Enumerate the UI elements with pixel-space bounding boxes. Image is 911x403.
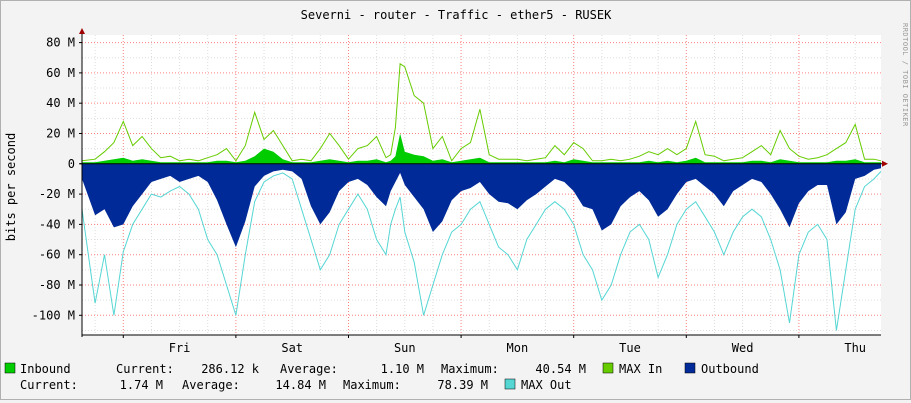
y-tick-label: 40 M [46,96,75,110]
legend-out-current-value: 1.74 M [120,378,163,392]
plot-area [82,35,881,335]
x-tick-label: Mon [507,341,529,355]
legend-max-in-label: MAX In [619,362,662,376]
x-tick-label: Sat [281,341,303,355]
x-tick-label: Tue [619,341,641,355]
legend-swatch-outbound [684,362,696,374]
legend-out-average-label: Average: [182,378,240,392]
legend-max-out-label: MAX Out [521,378,572,392]
x-tick-label: Sun [394,341,416,355]
x-tick-labels: Fri Sat Sun Mon Tue Wed Thu [122,335,866,355]
x-tick-label: Fri [169,341,191,355]
axes [79,28,888,337]
legend-in-current-value: 286.12 k [201,362,260,376]
x-tick-label: Thu [844,341,866,355]
y-tick-label: 0 [68,157,75,171]
y-tick-label: -80 M [39,278,75,292]
legend-in-average-value: 1.10 M [381,362,424,376]
y-axis-label: bits per second [4,133,18,241]
y-tick-label: -100 M [32,308,75,322]
y-tick-label: -20 M [39,187,75,201]
y-tick-label: -40 M [39,217,75,231]
legend-swatch-max-out [504,378,516,390]
legend-out-maximum-value: 78.39 M [437,378,488,392]
legend-in-current-label: Current: [116,362,174,376]
y-tick-labels: 80 M 60 M 40 M 20 M 0 -20 M -40 M -60 M -80 M -10… [32,36,82,322]
legend-in-average-label: Average: [280,362,338,376]
legend-inbound-label: Inbound [20,362,71,376]
legend-out-maximum-label: Maximum: [343,378,401,392]
y-tick-label: 80 M [46,36,75,50]
legend-outbound-label: Outbound [701,362,759,376]
x-axis-arrow [882,160,888,167]
y-axis-arrow [79,28,85,34]
y-tick-label: -60 M [39,248,75,262]
legend-in-maximum-value: 40.54 M [535,362,586,376]
legend-out-average-value: 14.84 M [275,378,326,392]
series-outbound-area [82,163,881,248]
series-max-out-line [81,171,882,331]
legend-out-current-label: Current: [20,378,78,392]
legend-in-maximum-label: Maximum: [441,362,499,376]
legend-swatch-max-in [602,362,614,374]
legend-swatch-inbound [4,362,16,374]
y-tick-label: 20 M [46,126,75,140]
x-tick-label: Wed [732,341,754,355]
series-max-in-line [81,62,882,162]
y-tick-label: 60 M [46,66,75,80]
legend: Inbound Current: 286.12 k Average: 1.10 … [4,362,759,392]
series-areas [81,62,882,331]
rrdtool-watermark: RRDTOOL / TOBI OETIKER [901,23,909,127]
chart-title: Severni - router - Traffic - ether5 - RU… [301,8,612,22]
